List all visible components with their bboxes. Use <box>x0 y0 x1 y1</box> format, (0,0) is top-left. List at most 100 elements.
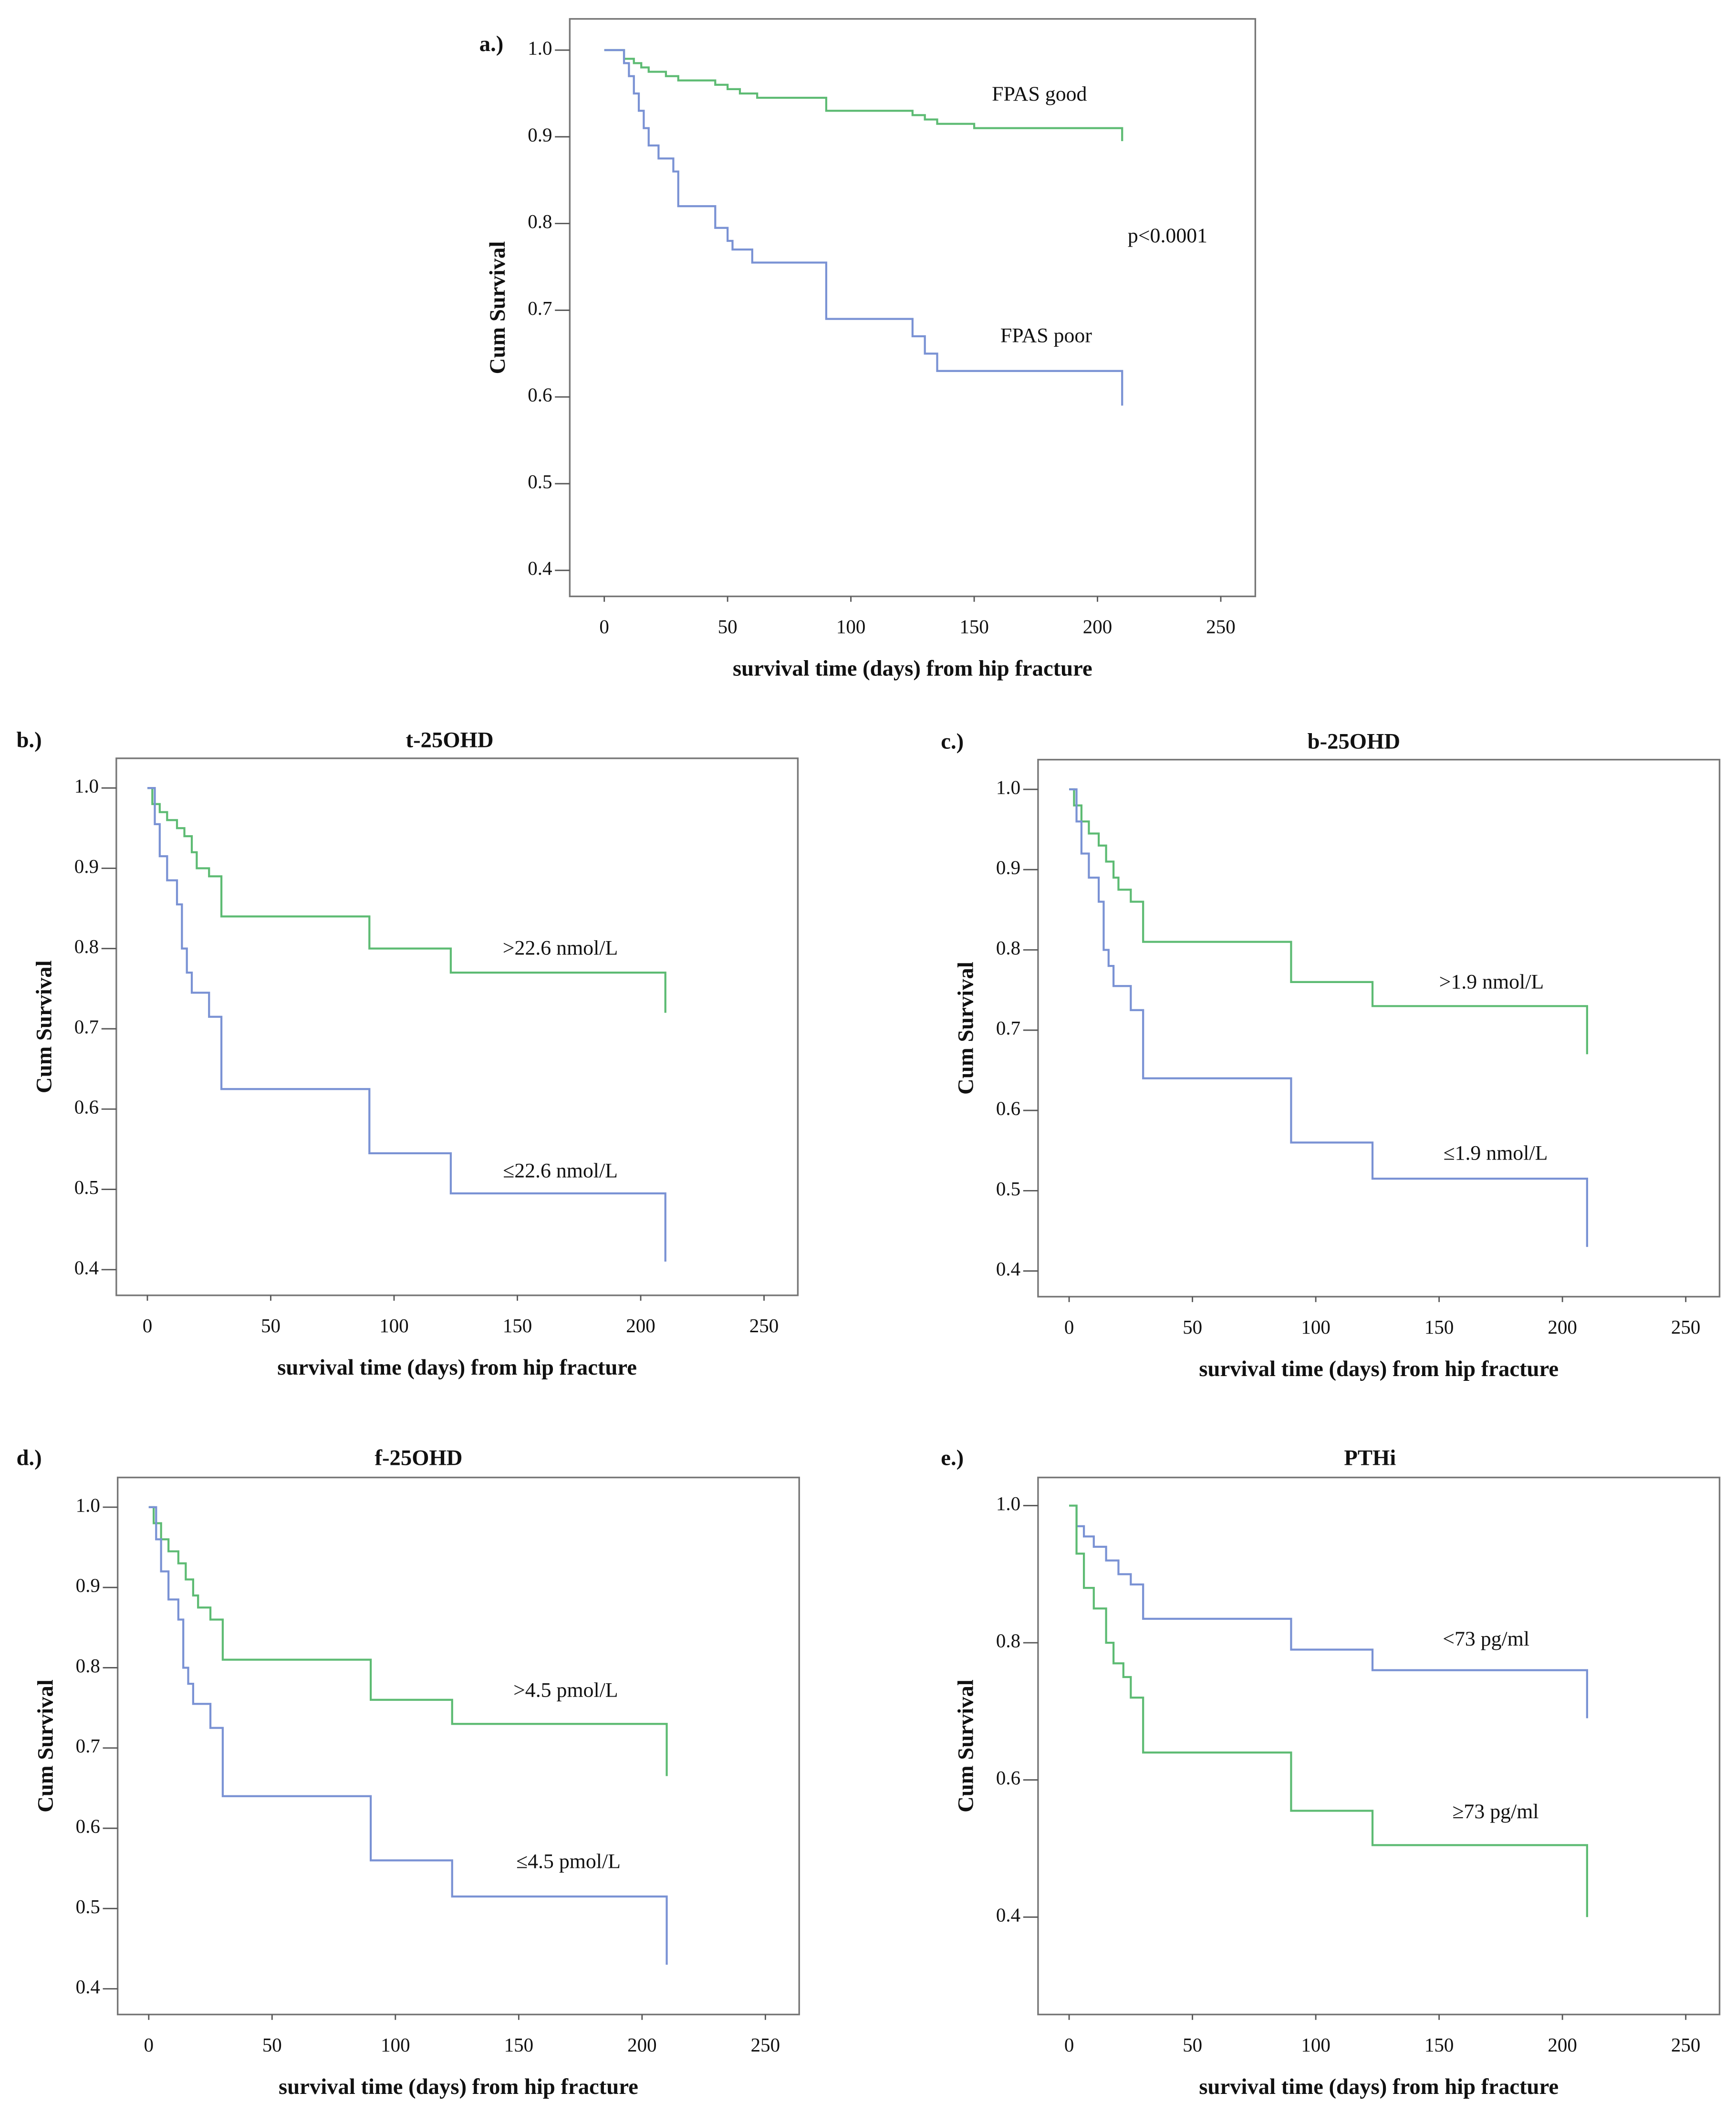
curve-label: FPAS poor <box>1000 324 1092 347</box>
y-tick-label: 0.9 <box>528 124 552 145</box>
x-tick-label: 250 <box>1671 2034 1701 2056</box>
y-tick-label: 0.5 <box>996 1178 1020 1200</box>
x-tick-label: 0 <box>599 616 609 638</box>
y-tick-label: 0.4 <box>76 1976 100 1998</box>
chart-title: PTHi <box>1344 1446 1396 1471</box>
x-tick-label: 150 <box>504 2034 534 2056</box>
y-tick-label: 1.0 <box>996 1492 1020 1514</box>
x-tick-label: 50 <box>1183 1316 1202 1338</box>
x-axis-label: survival time (days) from hip fracture <box>1199 1357 1559 1381</box>
y-tick-label: 0.8 <box>74 935 99 957</box>
x-axis-label: survival time (days) from hip fracture <box>279 2074 638 2099</box>
panel-label: b.) <box>16 728 42 753</box>
y-tick-label: 0.7 <box>528 297 552 319</box>
plot-frame <box>569 18 1257 598</box>
survival-curve <box>147 787 666 1013</box>
curve-label: <73 pg/ml <box>1443 1627 1529 1650</box>
x-axis-label: survival time (days) from hip fracture <box>733 656 1092 681</box>
chart-title: t-25OHD <box>406 728 494 753</box>
x-tick-label: 100 <box>1301 1316 1331 1338</box>
y-tick-label: 0.7 <box>996 1017 1020 1039</box>
y-tick-label: 0.6 <box>528 384 552 406</box>
y-tick-label: 0.8 <box>528 210 552 232</box>
y-axis-label: Cum Survival <box>31 960 56 1093</box>
plot-frame <box>116 1476 800 2016</box>
x-tick-label: 200 <box>1083 616 1112 638</box>
x-tick-label: 250 <box>751 2034 780 2056</box>
y-tick-label: 0.9 <box>996 857 1020 879</box>
x-tick-label: 200 <box>1548 1316 1577 1338</box>
survival-curve <box>1069 788 1588 1247</box>
plot-frame <box>115 757 799 1296</box>
x-tick-label: 50 <box>1183 2034 1202 2056</box>
y-tick-label: 0.5 <box>528 470 552 492</box>
y-tick-label: 0.6 <box>74 1096 99 1118</box>
y-tick-label: 0.5 <box>74 1176 99 1198</box>
y-tick-label: 0.4 <box>996 1258 1020 1280</box>
survival-curve <box>1069 1504 1588 1917</box>
x-axis-label: survival time (days) from hip fracture <box>1199 2074 1559 2099</box>
y-axis-label: Cum Survival <box>485 241 510 374</box>
x-tick-label: 100 <box>381 2034 410 2056</box>
x-tick-label: 100 <box>836 616 866 638</box>
x-tick-label: 150 <box>1424 2034 1454 2056</box>
y-axis-label: Cum Survival <box>954 1679 978 1813</box>
survival-curve <box>604 49 1123 406</box>
y-tick-label: 0.4 <box>74 1256 99 1278</box>
y-tick-label: 0.6 <box>996 1098 1020 1119</box>
curve-label: FPAS good <box>992 83 1087 105</box>
survival-curve <box>604 49 1123 141</box>
y-tick-label: 0.6 <box>996 1767 1020 1789</box>
x-tick-label: 150 <box>1424 1316 1454 1338</box>
panel-label: a.) <box>479 31 504 56</box>
y-tick-label: 0.4 <box>996 1904 1020 1926</box>
curve-label: ≤1.9 nmol/L <box>1443 1142 1548 1165</box>
curve-label: ≥73 pg/ml <box>1452 1800 1538 1823</box>
annotation: p<0.0001 <box>1128 224 1207 247</box>
y-tick-label: 0.8 <box>996 937 1020 959</box>
curve-label: ≤22.6 nmol/L <box>503 1159 618 1182</box>
x-tick-label: 50 <box>262 2034 282 2056</box>
plot-frame <box>1037 758 1721 1298</box>
x-tick-label: 100 <box>379 1315 408 1336</box>
x-tick-label: 200 <box>627 2034 657 2056</box>
x-tick-label: 50 <box>718 616 738 638</box>
x-tick-label: 250 <box>1671 1316 1701 1338</box>
y-tick-label: 1.0 <box>74 775 99 797</box>
panel-label: c.) <box>941 729 964 754</box>
x-tick-label: 50 <box>261 1315 281 1336</box>
y-tick-label: 0.8 <box>76 1655 100 1677</box>
x-tick-label: 100 <box>1301 2034 1331 2056</box>
x-tick-label: 250 <box>1206 616 1236 638</box>
x-tick-label: 150 <box>959 616 989 638</box>
y-axis-label: Cum Survival <box>954 962 978 1095</box>
y-tick-label: 0.8 <box>996 1630 1020 1652</box>
y-tick-label: 0.7 <box>76 1735 100 1757</box>
y-tick-label: 0.9 <box>74 855 99 877</box>
panel-label: e.) <box>941 1446 964 1471</box>
plot-frame <box>1037 1476 1721 2016</box>
x-tick-label: 0 <box>143 1315 153 1336</box>
curve-label: >4.5 pmol/L <box>513 1678 618 1701</box>
y-tick-label: 0.4 <box>528 557 552 579</box>
y-tick-label: 0.9 <box>76 1574 100 1596</box>
panel-label: d.) <box>16 1446 42 1471</box>
chart-title: f-25OHD <box>374 1446 462 1471</box>
x-tick-label: 0 <box>1064 2034 1074 2056</box>
x-tick-label: 250 <box>749 1315 779 1336</box>
curve-label: >22.6 nmol/L <box>503 937 618 960</box>
y-tick-label: 1.0 <box>76 1494 100 1516</box>
x-tick-label: 200 <box>626 1315 655 1336</box>
y-tick-label: 1.0 <box>996 776 1020 798</box>
x-tick-label: 0 <box>144 2034 154 2056</box>
x-axis-label: survival time (days) from hip fracture <box>277 1355 637 1380</box>
survival-curve <box>148 1506 668 1965</box>
y-tick-label: 0.6 <box>76 1815 100 1837</box>
curve-label: ≤4.5 pmol/L <box>516 1850 621 1873</box>
y-axis-label: Cum Survival <box>33 1679 58 1813</box>
survival-curve <box>147 787 666 1262</box>
curve-label: >1.9 nmol/L <box>1439 970 1544 993</box>
x-tick-label: 150 <box>503 1315 532 1336</box>
